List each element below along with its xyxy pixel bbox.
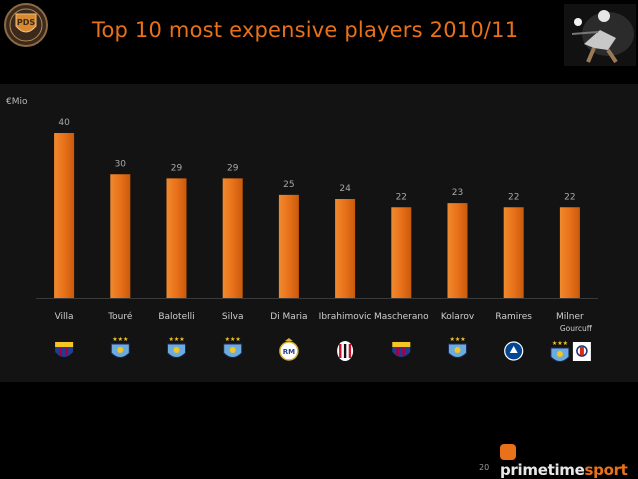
man-city-crest-icon: ★★★ <box>550 340 570 362</box>
player-photo <box>564 4 636 66</box>
man-city-crest-icon: ★★★ <box>448 336 467 358</box>
club-logo: PDS <box>2 2 52 48</box>
category-sub-label: Gourcuff <box>560 324 593 333</box>
svg-text:RM: RM <box>283 348 295 356</box>
category-label: Villa <box>55 312 74 322</box>
brand-mark-icon <box>500 444 516 460</box>
value-label: 25 <box>283 180 294 190</box>
page-title: Top 10 most expensive players 2010/11 <box>92 18 519 42</box>
man-city-crest-icon: ★★★ <box>167 336 186 358</box>
bar-9 <box>503 207 524 298</box>
category-label: Milner <box>556 312 584 322</box>
svg-text:★★★: ★★★ <box>449 336 465 343</box>
bar-2 <box>110 174 131 298</box>
bar-3 <box>166 178 187 298</box>
value-label: 22 <box>396 192 407 202</box>
value-label: 22 <box>508 192 519 202</box>
category-label: Balotelli <box>158 312 194 322</box>
brand-suffix: sport <box>584 461 628 479</box>
bar-10 <box>559 207 580 298</box>
svg-text:★★★: ★★★ <box>225 336 241 343</box>
value-label: 23 <box>452 188 463 198</box>
ac-milan-crest-icon <box>337 341 354 361</box>
chelsea-crest-icon <box>504 341 524 361</box>
barcelona-crest-icon <box>392 342 411 357</box>
bar-4 <box>222 178 243 298</box>
value-label: 29 <box>227 163 239 173</box>
brand-logo: primetimesport <box>500 443 638 479</box>
svg-text:★★★: ★★★ <box>168 336 184 343</box>
bar-5 <box>278 194 299 298</box>
category-label: Di Maria <box>270 312 307 322</box>
value-label: 40 <box>58 118 70 128</box>
value-label: 22 <box>564 192 575 202</box>
category-label: Silva <box>222 312 244 322</box>
value-label: 30 <box>115 159 127 169</box>
svg-text:★★★: ★★★ <box>552 340 568 347</box>
barcelona-crest-icon <box>55 342 74 357</box>
svg-text:PDS: PDS <box>17 18 36 27</box>
bar-7 <box>391 207 412 298</box>
man-city-crest-icon: ★★★ <box>110 336 130 358</box>
category-label: Mascherano <box>374 312 429 322</box>
real-madrid-crest-icon: RM <box>279 338 299 361</box>
value-label: 24 <box>339 184 351 194</box>
category-label: Ibrahimovic <box>319 312 372 322</box>
chart-panel <box>0 84 638 382</box>
category-label: Touré <box>107 311 133 322</box>
bar-8 <box>447 203 468 298</box>
page-number: 20 <box>479 463 490 472</box>
category-label: Kolarov <box>441 312 475 322</box>
bar-6 <box>335 199 356 298</box>
unit-label: €Mio <box>6 97 28 107</box>
bar-1 <box>54 133 75 298</box>
svg-text:★★★: ★★★ <box>112 336 128 343</box>
brand-prefix: primetime <box>500 461 585 479</box>
lyon-crest-icon <box>572 342 591 361</box>
category-label: Ramires <box>495 312 532 322</box>
man-city-crest-icon: ★★★ <box>223 336 243 358</box>
value-label: 29 <box>171 163 183 173</box>
